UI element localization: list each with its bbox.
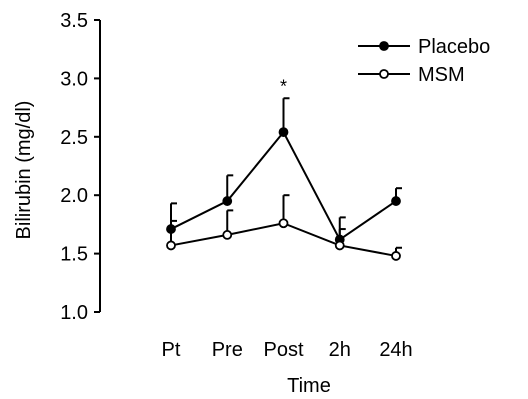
- x-axis-title: Time: [287, 375, 331, 394]
- y-tick-label: 1.0: [60, 302, 88, 324]
- axes: [94, 19, 101, 313]
- legend-label-placebo: Placebo: [418, 36, 490, 58]
- x-tick-label: Post: [263, 339, 303, 361]
- point-placebo-post: [278, 127, 289, 138]
- significance-annotation: *: [280, 76, 287, 96]
- point-placebo-pre: [222, 196, 233, 206]
- legend-label-msm: MSM: [418, 64, 465, 86]
- y-tick-label: 3.5: [60, 10, 88, 32]
- series-lines: [170, 130, 397, 257]
- legend-marker-placebo: [379, 41, 389, 51]
- point-msm-pt: [166, 240, 176, 251]
- labels: 1.0 1.5 2.0 2.5 3.0 3.5 Pt Pre Post 2h 24h Time Bili…: [13, 10, 413, 397]
- legend: Placebo MSM: [358, 36, 490, 86]
- error-bars: [170, 97, 402, 256]
- y-axis-title: Bilirubin (mg/dl): [13, 101, 35, 240]
- legend-marker-msm: [379, 69, 389, 79]
- y-tick-label: 2.5: [60, 127, 88, 149]
- point-placebo-pt: [166, 224, 176, 234]
- y-tick-label: 3.0: [60, 68, 88, 90]
- y-tick-label: 1.5: [60, 244, 88, 266]
- point-msm-24h: [391, 251, 401, 261]
- point-msm-post: [278, 218, 289, 229]
- point-msm-2h: [334, 240, 345, 251]
- point-msm-pre: [222, 230, 233, 240]
- x-tick-label: 24h: [379, 339, 412, 361]
- y-tick-label: 2.0: [60, 185, 88, 207]
- x-tick-label: Pre: [212, 339, 243, 361]
- series-line-msm: [170, 222, 397, 257]
- x-tick-label: 2h: [329, 339, 351, 361]
- data-points: [166, 127, 401, 261]
- point-placebo-24h: [391, 196, 401, 206]
- x-tick-label: Pt: [162, 339, 181, 361]
